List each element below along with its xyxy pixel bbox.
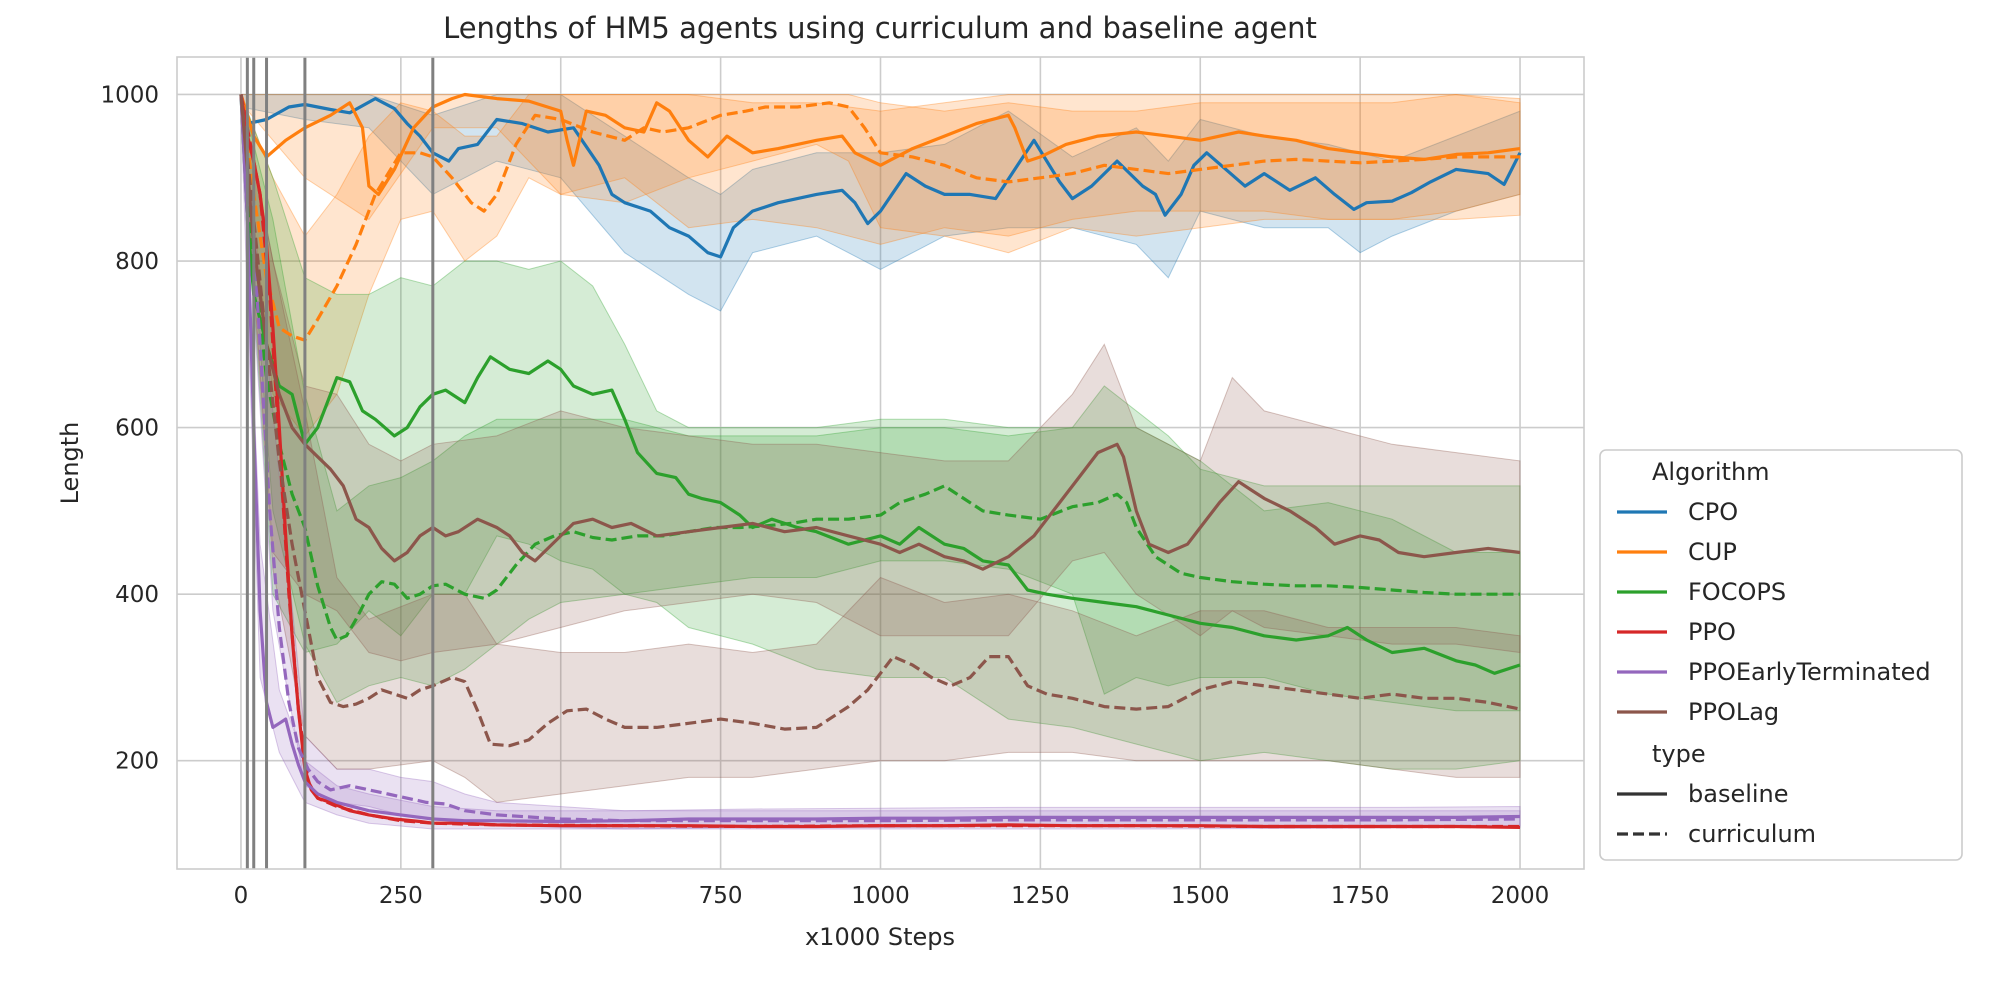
- plot-area: [176, 56, 1585, 870]
- y-tick-label: 1000: [100, 82, 159, 108]
- legend-label-ppoearlyterminated: PPOEarlyTerminated: [1688, 658, 1931, 686]
- line-focops-baseline: [239, 94, 1521, 675]
- curriculum-stage-lines: [245, 57, 435, 869]
- legend-label-ppo: PPO: [1688, 618, 1736, 646]
- band-cup-baseline: [240, 94, 1521, 245]
- x-tick-label: 750: [699, 883, 743, 909]
- grid: [177, 57, 1584, 869]
- legend-title-algorithm: Algorithm: [1652, 458, 1770, 486]
- band-cup-curriculum: [240, 93, 1521, 437]
- line-ppoearlyterminated-baseline: [239, 94, 1521, 824]
- legend-label-baseline: baseline: [1688, 780, 1789, 808]
- x-tick-label: 2000: [1491, 883, 1550, 909]
- legend-box: [1599, 449, 1963, 861]
- band-ppoearlyterminated-baseline: [240, 94, 1521, 830]
- line-ppolag-curriculum: [239, 94, 1521, 748]
- x-tick-label: 1750: [1331, 883, 1390, 909]
- confidence-bands: [240, 93, 1521, 830]
- x-tick-label: 1500: [1171, 883, 1230, 909]
- axis-ticks: 0 250 500 750 1000 1250 1500 1750 2000 200 400 600 8…: [100, 82, 1549, 909]
- y-tick-label: 400: [115, 582, 159, 608]
- legend-label-cup: CUP: [1688, 538, 1737, 566]
- legend-label-focops: FOCOPS: [1688, 578, 1786, 606]
- band-ppolag-curriculum: [240, 94, 1521, 803]
- legend-label-cpo: CPO: [1688, 498, 1738, 526]
- band-cpo-baseline: [240, 94, 1521, 312]
- y-tick-label: 600: [115, 416, 159, 442]
- x-tick-label: 1000: [851, 883, 910, 909]
- line-ppoearlyterminated-curriculum: [239, 94, 1521, 823]
- line-cup-baseline: [239, 92, 1521, 196]
- band-focops-baseline: [240, 94, 1521, 770]
- x-tick-label: 0: [234, 883, 249, 909]
- legend-label-ppolag: PPOLag: [1688, 698, 1779, 726]
- line-cpo-baseline: [239, 94, 1522, 259]
- y-tick-label: 800: [115, 249, 159, 275]
- x-axis-label: x1000 Steps: [805, 923, 955, 951]
- legend-title-type: type: [1652, 740, 1706, 768]
- line-cup-curriculum: [239, 94, 1520, 342]
- legend-label-curriculum: curriculum: [1688, 820, 1816, 848]
- band-focops-curriculum: [240, 94, 1521, 712]
- x-tick-label: 250: [379, 883, 423, 909]
- series-lines: [239, 92, 1522, 829]
- x-tick-label: 1250: [1011, 883, 1070, 909]
- x-tick-label: 500: [539, 883, 583, 909]
- line-ppolag-baseline: [239, 94, 1521, 571]
- band-ppolag-baseline: [240, 94, 1521, 662]
- y-tick-label: 200: [115, 749, 159, 775]
- y-axis-label: Length: [56, 422, 84, 505]
- legend: Algorithm CPO CUP FOCOPS PPO PPOEarlyTermina…: [1599, 449, 1963, 861]
- chart-title: Lengths of HM5 agents using curriculum a…: [443, 11, 1317, 45]
